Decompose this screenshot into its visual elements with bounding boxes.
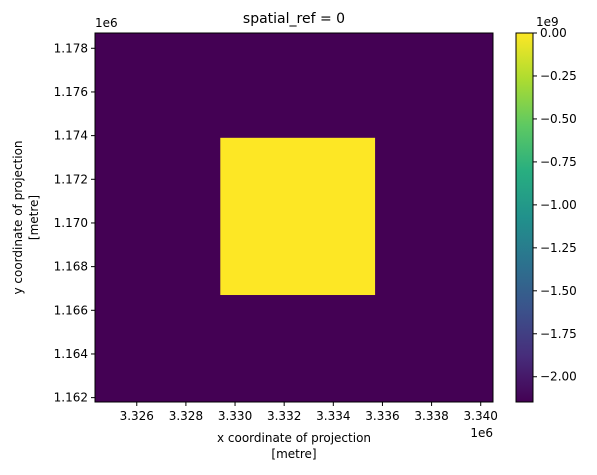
x-tick-label: 3.332 bbox=[267, 409, 301, 423]
x-axis-offset-label: 1e6 bbox=[470, 426, 493, 440]
x-tick-label: 3.338 bbox=[414, 409, 448, 423]
colorbar-offset-label: 1e9 bbox=[536, 15, 559, 29]
colorbar-tick-label: −0.25 bbox=[540, 69, 577, 83]
y-axis: 1.162 1.164 1.166 1.168 1.170 1.172 1.174 1.176… bbox=[54, 41, 95, 405]
y-tick-label: 1.178 bbox=[54, 41, 88, 55]
x-tick-label: 3.330 bbox=[218, 409, 252, 423]
x-axis-label: x coordinate of projection bbox=[217, 431, 371, 445]
colorbar-tick-label: −0.50 bbox=[540, 112, 577, 126]
colorbar-axis: 0.00 −0.25 −0.50 −0.75 −1.00 −1.25 −1.50 −1.75 −… bbox=[533, 26, 577, 384]
y-tick-label: 1.168 bbox=[54, 260, 88, 274]
x-tick-label: 3.334 bbox=[316, 409, 350, 423]
y-tick-label: 1.162 bbox=[54, 391, 88, 405]
y-tick-label: 1.172 bbox=[54, 172, 88, 186]
x-axis-label-unit: [metre] bbox=[271, 447, 316, 461]
colorbar-tick-label: −0.75 bbox=[540, 155, 577, 169]
colorbar-tick-label: −1.75 bbox=[540, 327, 577, 341]
y-tick-label: 1.170 bbox=[54, 216, 88, 230]
y-tick-label: 1.176 bbox=[54, 85, 88, 99]
plot-frame bbox=[94, 32, 494, 403]
colorbar-tick-label: −1.50 bbox=[540, 284, 577, 298]
x-tick-label: 3.340 bbox=[464, 409, 498, 423]
x-tick-label: 3.336 bbox=[365, 409, 399, 423]
y-axis-label-unit: [metre] bbox=[27, 195, 41, 240]
x-tick-label: 3.326 bbox=[120, 409, 154, 423]
colorbar-tick-label: −1.25 bbox=[540, 241, 577, 255]
chart-title: spatial_ref = 0 bbox=[243, 11, 345, 27]
y-axis-offset-label: 1e6 bbox=[95, 16, 118, 30]
colorbar-tick-label: −1.00 bbox=[540, 198, 577, 212]
y-tick-label: 1.164 bbox=[54, 347, 88, 361]
x-tick-label: 3.328 bbox=[169, 409, 203, 423]
y-tick-label: 1.174 bbox=[54, 129, 88, 143]
y-axis-label: y coordinate of projection bbox=[11, 140, 25, 294]
heatmap-image bbox=[95, 33, 493, 402]
y-tick-label: 1.166 bbox=[54, 303, 88, 317]
colorbar-tick-label: −2.00 bbox=[540, 370, 577, 384]
colorbar bbox=[515, 32, 534, 403]
y-axis-label-group: y coordinate of projection [metre] bbox=[11, 140, 41, 294]
x-axis: 3.326 3.328 3.330 3.332 3.334 3.336 3.338 3.340 bbox=[120, 402, 498, 423]
colorbar-tick-label: 0.00 bbox=[540, 26, 567, 40]
square-region bbox=[220, 137, 376, 296]
